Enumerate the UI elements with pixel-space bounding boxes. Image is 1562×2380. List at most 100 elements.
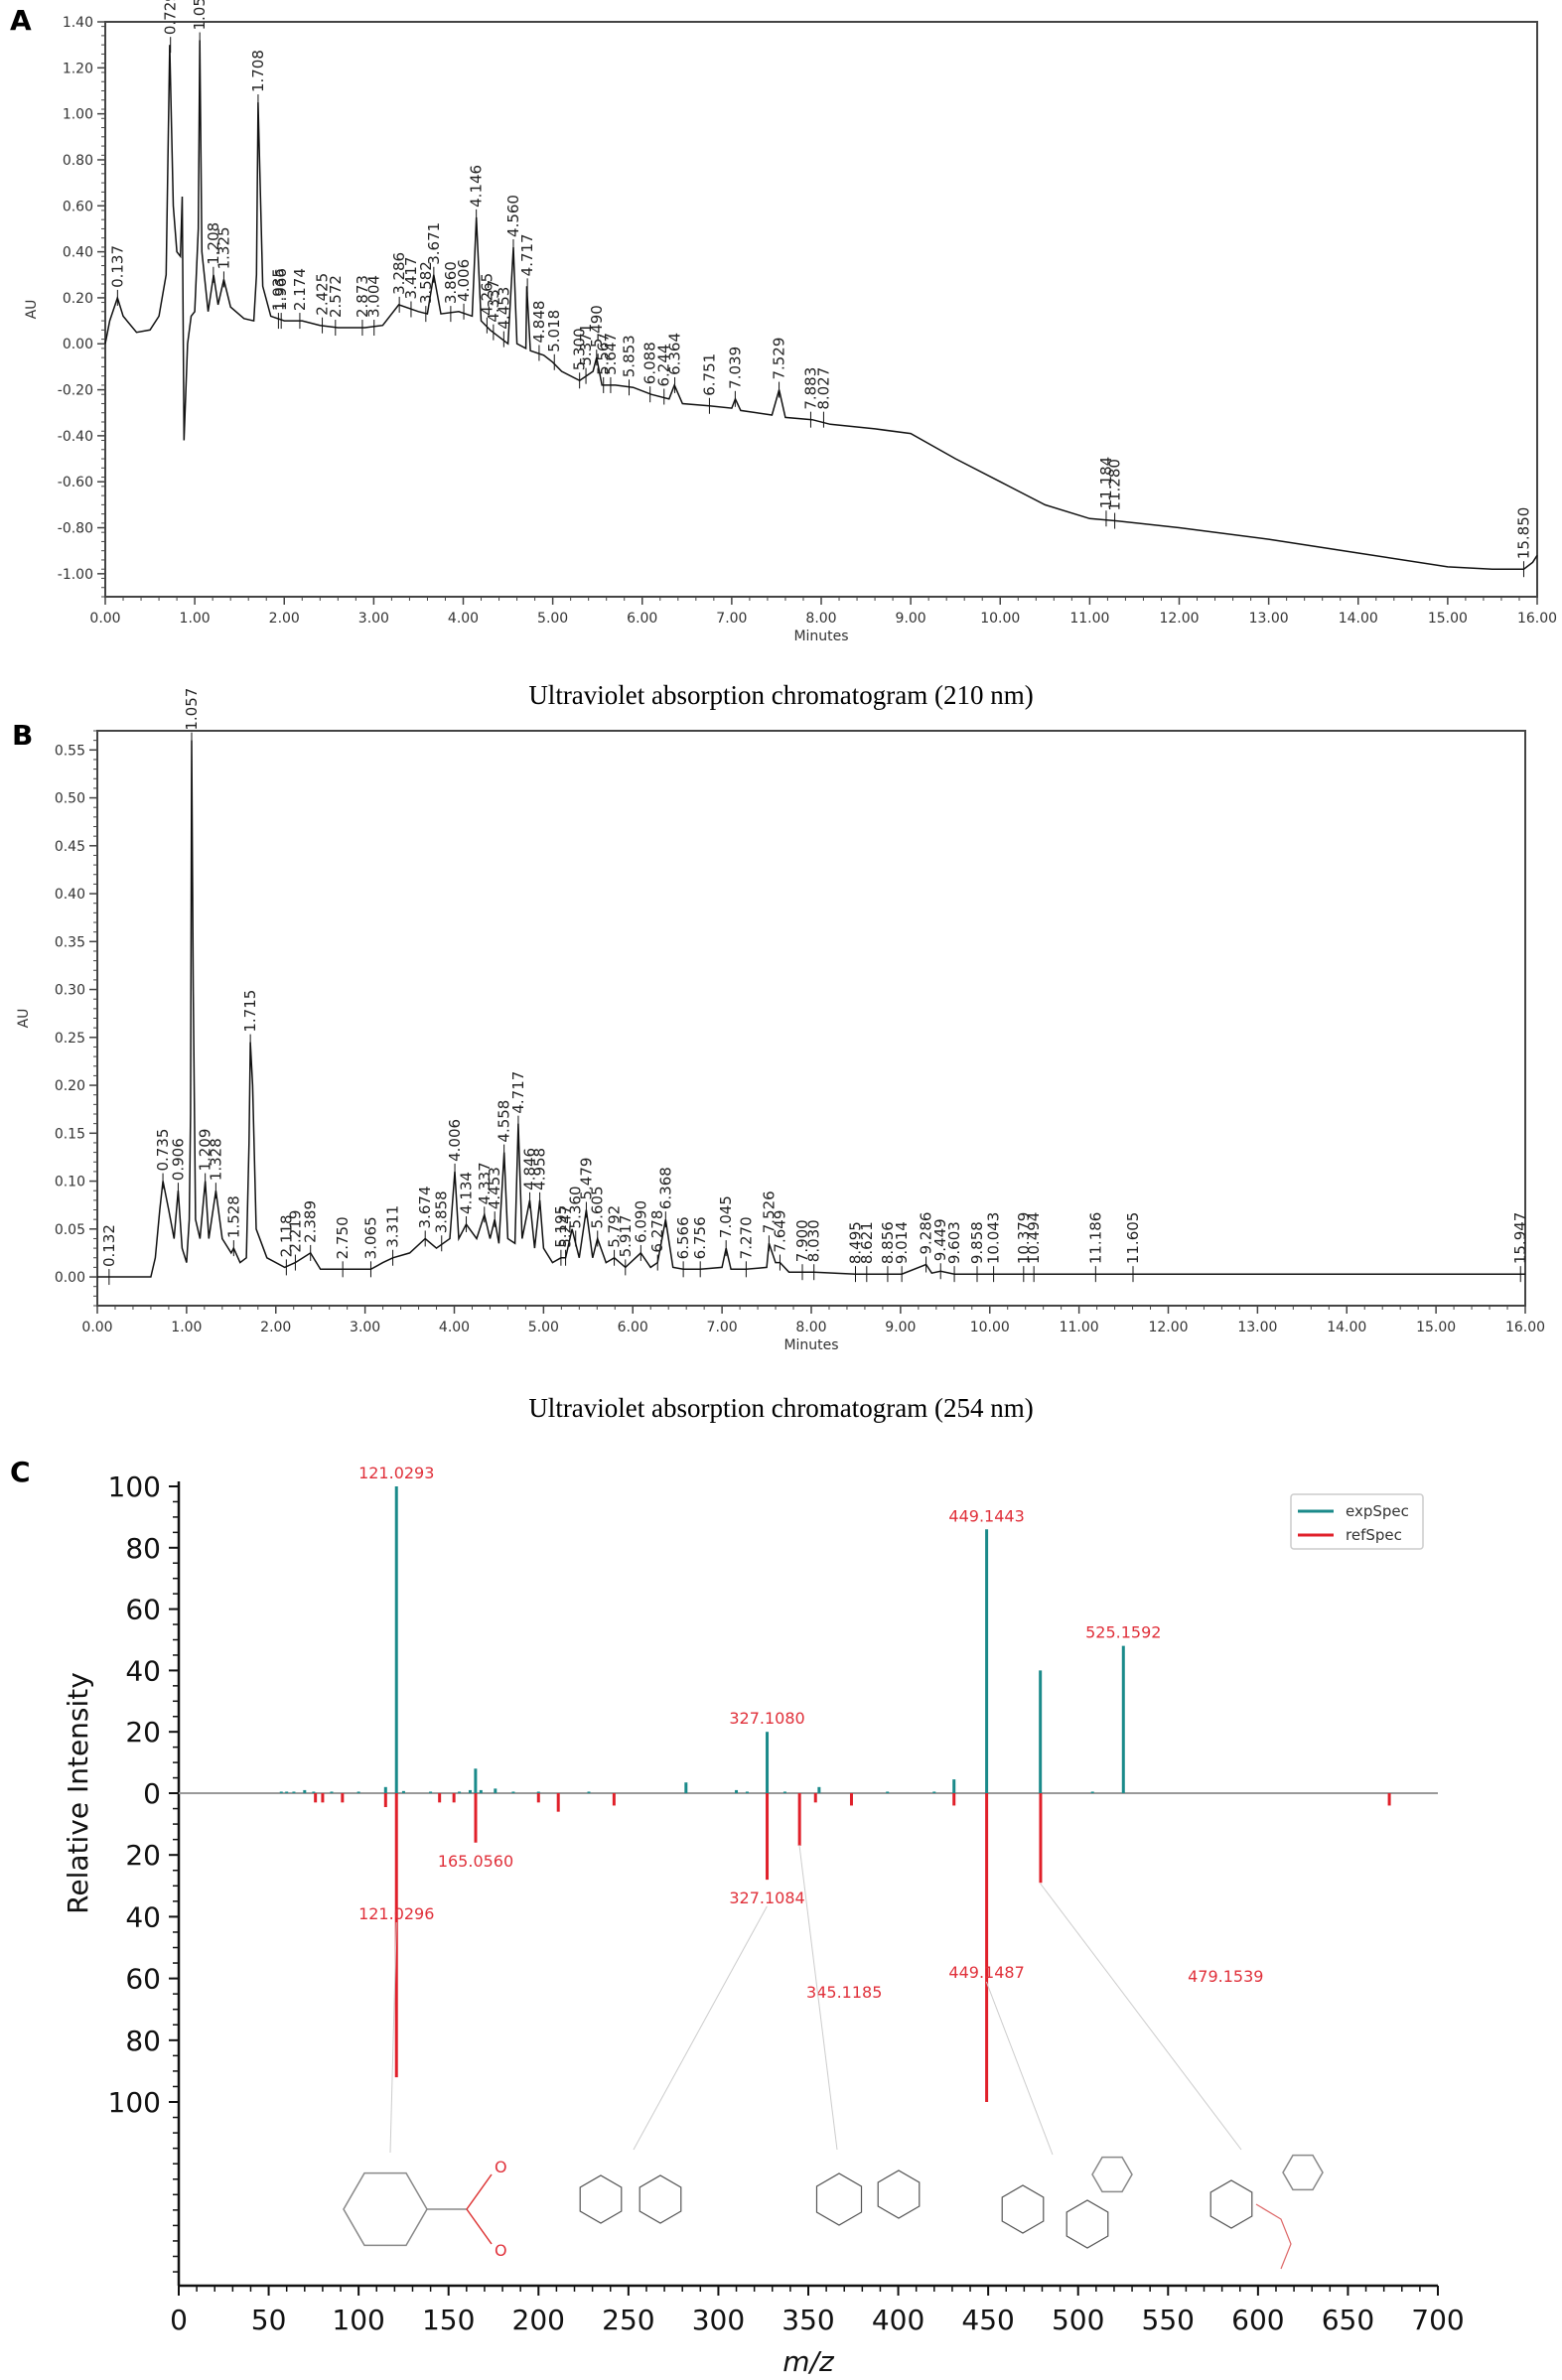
sugar-ring-icon — [815, 2172, 863, 2226]
peak-label: 5.479 — [577, 1158, 595, 1200]
y-tick-label: 0.35 — [55, 934, 85, 950]
x-tick-label: 9.00 — [885, 1320, 916, 1335]
y-tick-label: 0.00 — [63, 337, 93, 352]
y-tick-label: 0.80 — [63, 153, 93, 169]
bond-line — [466, 2208, 493, 2245]
peak-label: 11.605 — [1124, 1212, 1142, 1265]
cage-structure-icon — [579, 2174, 623, 2224]
x-tick-label: 7.00 — [707, 1320, 738, 1335]
x-tick-label: 16.00 — [1517, 611, 1557, 627]
peak-label: 5.247 — [557, 1205, 575, 1248]
x-tick-label: 6.00 — [618, 1320, 648, 1335]
peak-label: 3.671 — [425, 222, 443, 265]
peak-label: 7.045 — [717, 1195, 735, 1238]
peak-label: 3.311 — [384, 1205, 402, 1248]
x-tick-label: 350 — [781, 2304, 834, 2336]
peak-annotation: 345.1185 — [806, 1983, 882, 2002]
cage-structure-icon — [1001, 2184, 1045, 2234]
peak-label: 4.006 — [455, 259, 473, 302]
atom-label: O — [495, 2241, 507, 2260]
leader-line — [1040, 1883, 1242, 2151]
peak-label: 6.566 — [674, 1216, 692, 1259]
peak-label: 8.030 — [805, 1219, 823, 1262]
peak-label: 2.572 — [327, 275, 345, 318]
peak-label: 11.280 — [1106, 459, 1124, 511]
x-tick-label: 2.00 — [260, 1320, 291, 1335]
peak-label: 1.208 — [205, 222, 222, 265]
y-axis-title: AU — [24, 300, 40, 320]
chromatogram-trace — [97, 740, 1525, 1278]
x-tick-label: 3.00 — [350, 1320, 380, 1335]
y-tick-label: 0.45 — [55, 839, 85, 855]
peak-label: 2.750 — [334, 1216, 352, 1259]
x-tick-label: 10.00 — [980, 611, 1020, 627]
x-tick-label: 600 — [1231, 2304, 1284, 2336]
peak-label: 4.560 — [504, 195, 522, 237]
peak-label: 4.848 — [530, 301, 548, 344]
y-tick-label: 80 — [125, 1532, 161, 1565]
y-tick-label: 60 — [125, 1963, 161, 1996]
peak-annotation: 525.1592 — [1085, 1623, 1161, 1642]
chromatogram-trace — [104, 40, 1538, 570]
peak-label: 8.495 — [846, 1221, 864, 1264]
x-tick-label: 14.00 — [1339, 611, 1378, 627]
peak-label: 3.860 — [442, 261, 460, 304]
peak-label: 6.756 — [691, 1216, 709, 1259]
peak-label: 5.490 — [588, 305, 606, 348]
y-tick-label: 100 — [108, 1470, 161, 1503]
peak-label: 5.018 — [545, 310, 563, 352]
x-tick-label: 14.00 — [1327, 1320, 1366, 1335]
peak-label: 3.582 — [417, 261, 435, 304]
peak-label: 4.558 — [496, 1100, 513, 1143]
peak-label: 4.134 — [458, 1172, 476, 1214]
y-tick-label: 0.00 — [55, 1270, 85, 1286]
peak-annotation: 327.1084 — [729, 1889, 804, 1907]
peak-label: 1.056 — [191, 0, 209, 31]
x-tick-label: 15.00 — [1428, 611, 1468, 627]
peak-label: 8.621 — [858, 1221, 876, 1264]
y-tick-label: 0.40 — [55, 887, 85, 903]
y-tick-label: 100 — [108, 2086, 161, 2119]
y-tick-label: 60 — [125, 1594, 161, 1626]
peak-label: 11.184 — [1097, 457, 1115, 509]
peak-label: 0.729 — [162, 0, 180, 35]
x-tick-label: 700 — [1411, 2304, 1464, 2336]
peak-label: 5.360 — [567, 1186, 585, 1228]
sugar-ring-icon — [639, 2174, 682, 2224]
peak-label: 8.856 — [879, 1221, 897, 1264]
y-tick-label: 0.20 — [63, 291, 93, 307]
peak-label: 7.039 — [726, 347, 744, 389]
x-tick-label: 300 — [692, 2304, 745, 2336]
peak-label: 0.132 — [100, 1224, 118, 1267]
y-tick-label: 1.40 — [63, 15, 93, 31]
peak-label: 11.186 — [1086, 1212, 1104, 1265]
peak-label: 7.529 — [771, 338, 788, 380]
y-tick-label: -0.80 — [58, 521, 93, 537]
peak-label: 4.337 — [476, 1162, 494, 1204]
peak-annotation: 121.0293 — [358, 1464, 434, 1482]
x-tick-label: 13.00 — [1249, 611, 1289, 627]
peak-label: 3.417 — [402, 257, 420, 300]
x-tick-label: 13.00 — [1237, 1320, 1277, 1335]
panel-a-letter: A — [10, 4, 32, 37]
x-tick-label: 0.00 — [81, 1320, 112, 1335]
peak-label: 1.528 — [224, 1195, 242, 1238]
peak-label: 6.751 — [700, 353, 718, 396]
peak-label: 4.717 — [518, 233, 536, 276]
x-tick-label: 9.00 — [896, 611, 926, 627]
x-tick-label: 11.00 — [1060, 1320, 1099, 1335]
x-tick-label: 250 — [602, 2304, 654, 2336]
peak-label: 2.425 — [314, 273, 332, 316]
x-tick-label: 8.00 — [805, 611, 836, 627]
x-tick-label: 1.00 — [180, 611, 211, 627]
y-tick-label: 40 — [125, 1654, 161, 1687]
leader-line — [633, 1905, 768, 2151]
peak-label: 5.853 — [621, 335, 639, 377]
x-axis-title: Minutes — [783, 1337, 838, 1353]
x-axis-title: m/z — [782, 2345, 835, 2378]
peak-label: 2.118 — [277, 1214, 295, 1257]
chromatogram-254nm: 0.00 1.00 2.00 3.00 4.00 5.00 6.00 7.00 8.00 9.00… — [16, 688, 1545, 1353]
panel-b-letter: B — [12, 719, 34, 752]
y-tick-label: 0.50 — [55, 791, 85, 807]
